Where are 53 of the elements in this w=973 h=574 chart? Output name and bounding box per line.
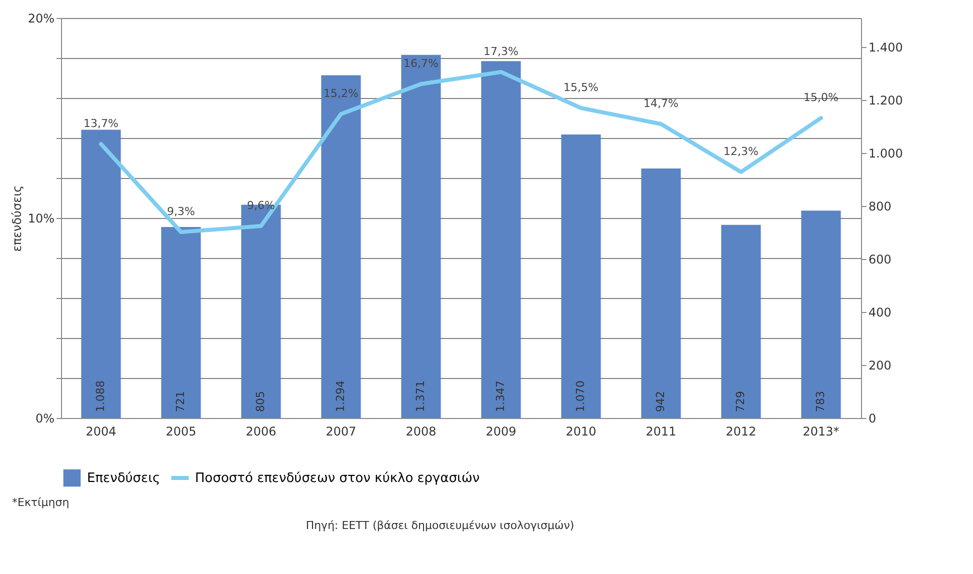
data-label: 15,5%	[564, 81, 598, 94]
text: *Εκτίμηση	[12, 496, 70, 509]
data-label: 1.347	[494, 380, 507, 412]
y-axis-title: επενδύσεις	[10, 185, 24, 252]
y2-tick-label: 200	[868, 358, 892, 373]
data-label: 1.070	[574, 380, 587, 412]
bar	[801, 210, 841, 418]
bar	[481, 61, 521, 418]
data-label: 16,7%	[404, 57, 438, 70]
y2-tick-label: 1.000	[868, 146, 903, 161]
x-tick-label: 2009	[486, 424, 516, 438]
data-label: 13,7%	[84, 117, 118, 130]
y2-tick-label: 0	[868, 412, 876, 426]
data-label: 1.088	[94, 380, 107, 412]
y2-tick-label: 1.400	[868, 40, 903, 55]
x-tick-label: 2006	[246, 424, 276, 438]
y-tick-label: 20%	[28, 12, 54, 26]
bar	[161, 227, 201, 418]
legend-label: Επενδύσεις	[87, 471, 160, 486]
data-label: 1.371	[414, 380, 427, 412]
data-label: 9,3%	[167, 205, 195, 218]
text: Πηγή: ΕΕΤΤ (βάσει δημοσιευμένων ισολογισμών)	[304, 519, 576, 532]
data-label: 783	[814, 391, 827, 412]
data-label: 721	[174, 391, 187, 412]
x-tick-label: 2011	[646, 424, 676, 438]
bar	[81, 130, 121, 418]
x-tick-label: 2007	[326, 424, 356, 438]
y2-tick-label: 1.200	[868, 94, 903, 108]
legend-label: Ποσοστό επενδύσεων στον κύκλο εργασιών	[195, 471, 480, 486]
data-label: 12,3%	[724, 145, 758, 158]
bar	[561, 134, 601, 418]
bar	[721, 224, 761, 418]
y2-tick-label: 400	[868, 306, 892, 320]
y2-tick-label: 800	[868, 200, 892, 214]
bar	[321, 75, 361, 418]
bar	[401, 54, 441, 418]
x-tick-label: 2004	[86, 424, 116, 438]
x-tick-label: 2010	[566, 424, 596, 438]
data-label: 17,3%	[484, 45, 518, 58]
x-tick-label: 2013*	[802, 424, 840, 438]
y2-tick-label: 600	[868, 252, 892, 267]
data-label: 729	[734, 391, 747, 412]
data-label: 805	[254, 391, 267, 412]
x-tick-label: 2005	[166, 424, 196, 438]
x-tick-label: 2008	[406, 424, 436, 438]
bar	[641, 168, 681, 418]
y-tick-label: 0%	[35, 412, 54, 426]
data-label: 14,7%	[644, 97, 678, 110]
data-label: 942	[654, 391, 667, 412]
data-label: 15,2%	[324, 87, 358, 100]
y-tick-label: 10%	[28, 212, 54, 226]
data-label: 1.294	[334, 380, 347, 412]
x-tick-label: 2012	[726, 424, 756, 438]
